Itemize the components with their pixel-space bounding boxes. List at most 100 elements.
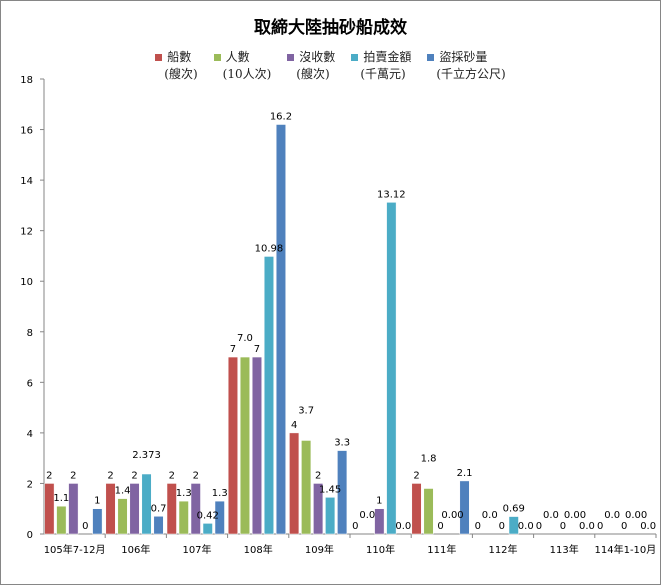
x-tick-label: 109年 <box>305 543 334 556</box>
y-tick-label: 16 <box>20 126 33 137</box>
bar <box>92 508 103 535</box>
legend-label: 盜採砂量 <box>439 50 488 64</box>
legend-unit: (艘次) <box>164 67 198 81</box>
data-label: 0.0 <box>395 521 411 532</box>
bar <box>153 516 164 535</box>
data-label: 7 <box>230 344 236 355</box>
bar <box>313 483 324 535</box>
chart-title: 取締大陸抽砂船成效 <box>254 18 407 38</box>
data-label: 1.1 <box>53 493 69 504</box>
bar <box>251 356 262 535</box>
legend-item: 盜採砂量 (千立方公尺) <box>427 49 506 83</box>
legend-item: 沒收數 (艘次) <box>287 49 335 83</box>
data-label: 0.0 <box>518 521 534 532</box>
y-tick-label: 4 <box>27 429 33 440</box>
data-label: 0.00 <box>441 510 463 521</box>
data-label: 0 <box>82 521 88 532</box>
data-label: 0.0 <box>604 510 620 521</box>
legend-unit: (千萬元) <box>360 67 406 81</box>
data-label: 0 <box>475 521 481 532</box>
data-label: 0.0 <box>640 521 656 532</box>
data-label: 2.1 <box>457 468 473 479</box>
x-tick-label: 113年 <box>550 543 579 556</box>
legend-swatch <box>351 54 359 61</box>
data-label: 2 <box>70 470 76 481</box>
data-label: 2 <box>413 470 419 481</box>
data-label: 0 <box>437 521 443 532</box>
data-label: 16.2 <box>270 112 292 123</box>
legend-unit: (艘次) <box>296 67 330 81</box>
data-label: 7.0 <box>237 333 253 344</box>
data-label: 0 <box>499 521 505 532</box>
bar <box>411 483 422 535</box>
data-label: 3.7 <box>298 405 314 416</box>
data-label: 3.3 <box>334 438 350 449</box>
legend-swatch <box>427 54 435 61</box>
bar <box>459 480 470 535</box>
data-label: 0.0 <box>482 510 498 521</box>
x-tick-label: 107年 <box>182 543 211 556</box>
legend-label: 船數 <box>167 50 192 64</box>
y-tick-label: 2 <box>27 479 33 490</box>
bar <box>214 500 225 535</box>
data-label: 10.98 <box>255 243 284 254</box>
legend: 船數 (艘次) 人數 (10人次) 沒收數 (艘次) 拍賣金額 (千萬元) 盜採砂量 (千立方公尺… <box>1 49 660 83</box>
bar <box>508 516 519 535</box>
data-label: 1.8 <box>421 454 437 465</box>
data-label: 0.0 <box>543 510 559 521</box>
data-label: 2 <box>131 470 137 481</box>
data-label: 2 <box>107 470 113 481</box>
bar <box>178 500 189 535</box>
legend-item: 人數 (10人次) <box>213 49 272 83</box>
x-tick-label: 108年 <box>244 543 273 556</box>
bar <box>202 523 213 535</box>
bar <box>190 483 201 535</box>
x-tick-label: 111年 <box>427 543 456 556</box>
bar <box>141 473 152 535</box>
y-tick-label: 8 <box>27 328 33 339</box>
bar <box>117 498 128 535</box>
x-tick-label: 105年7-12月 <box>44 543 106 556</box>
bar <box>129 483 140 535</box>
data-label: 0.7 <box>151 503 167 514</box>
legend-unit: (10人次) <box>222 67 272 81</box>
data-label: 0 <box>352 521 358 532</box>
bar <box>239 356 250 535</box>
bar <box>275 124 286 535</box>
data-label: 13.12 <box>377 189 406 200</box>
bar <box>325 497 336 535</box>
data-label: 0.0 <box>579 521 595 532</box>
data-label: 4 <box>291 420 297 431</box>
data-label: 0 <box>536 521 542 532</box>
bar <box>386 202 397 535</box>
data-label: 1 <box>94 496 100 507</box>
bar <box>423 488 434 535</box>
legend-label: 人數 <box>225 50 250 64</box>
legend-swatch <box>287 54 295 61</box>
data-label: 0.0 <box>359 510 375 521</box>
data-label: 1.45 <box>319 484 341 495</box>
y-tick-label: 10 <box>20 277 33 288</box>
x-tick-label: 114年1-10月 <box>595 543 657 556</box>
legend-item: 船數 (艘次) <box>155 49 198 83</box>
y-tick-label: 6 <box>27 378 33 389</box>
data-label: 7 <box>254 344 260 355</box>
data-label: 0 <box>621 521 627 532</box>
bar <box>289 432 300 535</box>
data-label: 2 <box>315 470 321 481</box>
legend-label: 拍賣金額 <box>363 50 412 64</box>
y-tick-label: 0 <box>27 530 33 541</box>
data-label: 0.00 <box>625 510 647 521</box>
legend-swatch <box>213 54 221 61</box>
legend-unit: (千立方公尺) <box>436 67 506 81</box>
bar <box>301 440 312 535</box>
bar <box>263 256 274 535</box>
data-label: 1.3 <box>176 488 192 499</box>
data-label: 0.42 <box>197 510 219 521</box>
bar <box>68 483 79 535</box>
y-tick-label: 14 <box>20 176 33 187</box>
x-tick-label: 110年 <box>366 543 395 556</box>
data-label: 1 <box>376 496 382 507</box>
